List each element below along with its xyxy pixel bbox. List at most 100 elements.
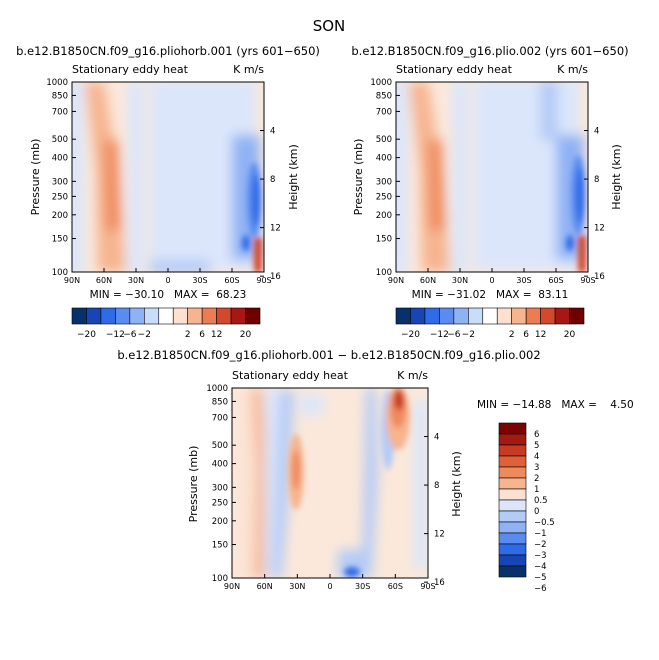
- colorbar-label: 4: [534, 452, 539, 462]
- colorbar-label: 2: [185, 330, 191, 340]
- y-tick-label: 400: [212, 460, 228, 470]
- panel-left-subtitle: Stationary eddy heat: [72, 63, 189, 76]
- colorbar-label: 1: [534, 485, 539, 495]
- panel-right-ylabel: Pressure (mb): [352, 139, 365, 216]
- colorbar-swatch: [498, 499, 527, 512]
- colorbar-swatch: [498, 521, 527, 534]
- colorbar-swatch: [439, 307, 455, 325]
- y-tick-label: 850: [52, 91, 68, 101]
- colorbar-label: −4: [534, 562, 547, 572]
- colorbar-swatch: [230, 307, 246, 325]
- y-tick-label: 150: [212, 541, 228, 551]
- panel-left-ylabel: Pressure (mb): [29, 139, 42, 216]
- y-tick-label: 100: [376, 268, 392, 278]
- y-tick-label: 1000: [370, 78, 392, 88]
- x-tick-label: 30N: [289, 582, 305, 591]
- panel-left-axes: 90N 60N 30N 0 30S 60S 90S 100 150 200 250 300 400 500…: [46, 78, 280, 285]
- colorbar-swatch: [496, 307, 512, 325]
- panel-left-field: [72, 82, 264, 272]
- panel-right-units: K m/s: [557, 63, 588, 76]
- y-tick-label: 400: [376, 154, 392, 164]
- colorbar-swatch: [554, 307, 570, 325]
- colorbar-label: −20: [77, 330, 96, 340]
- x-tick-label: 30S: [355, 582, 370, 591]
- colorbar-label: 12: [535, 330, 546, 340]
- x-tick-label: 30S: [192, 276, 207, 285]
- colorbar-label: −1: [534, 529, 547, 539]
- y-tick-label: 250: [212, 498, 228, 508]
- panel-diff-ylabel-right: Height (km): [450, 451, 463, 517]
- y-tick-label: 700: [52, 107, 68, 117]
- colorbar-label: −3: [534, 551, 547, 561]
- y-tick-label: 850: [376, 91, 392, 101]
- height-tick-label: 12: [270, 224, 281, 234]
- x-tick-label: 30N: [128, 276, 144, 285]
- colorbar-swatch: [453, 307, 469, 325]
- panel-diff: b.e12.B1850CN.f09_g16.pliohorb.001 − b.e…: [117, 348, 633, 591]
- colorbar-swatch: [129, 307, 145, 325]
- colorbar-swatch: [498, 565, 527, 578]
- colorbar-swatch: [187, 307, 203, 325]
- colorbar-label: −6: [534, 584, 547, 594]
- y-tick-label: 100: [212, 574, 228, 584]
- x-tick-label: 30S: [516, 276, 531, 285]
- panel-left-stats: MIN = −30.10 MAX = 68.23: [90, 289, 247, 301]
- colorbar-swatch: [540, 307, 556, 325]
- colorbar-swatch: [71, 307, 87, 325]
- colorbar-swatch: [100, 307, 116, 325]
- height-tick-label: 16: [434, 578, 445, 588]
- height-tick-label: 12: [594, 224, 605, 234]
- colorbar-swatch: [86, 307, 102, 325]
- colorbar-swatch: [424, 307, 440, 325]
- height-tick-label: 16: [270, 272, 281, 282]
- colorbar-swatch: [158, 307, 174, 325]
- colorbar-swatch: [498, 422, 527, 435]
- y-tick-label: 1000: [206, 384, 228, 394]
- panel-left-title: b.e12.B1850CN.f09_g16.pliohorb.001 (yrs …: [16, 44, 320, 58]
- colorbar-label: −0.5: [534, 518, 555, 528]
- x-tick-label: 0: [489, 276, 494, 285]
- colorbar-label: −6: [447, 330, 461, 340]
- panel-diff-field: [232, 388, 428, 578]
- x-tick-label: 30N: [452, 276, 468, 285]
- colorbar-label: 0: [534, 507, 539, 517]
- colorbar-swatch: [216, 307, 232, 325]
- colorbar-swatch: [498, 466, 527, 479]
- colorbar-label: −2: [534, 540, 547, 550]
- colorbar-swatch: [201, 307, 217, 325]
- x-tick-label: 60S: [224, 276, 239, 285]
- colorbar-label: −12: [106, 330, 125, 340]
- colorbar-label: 2: [509, 330, 515, 340]
- colorbar-swatch: [468, 307, 484, 325]
- y-tick-label: 100: [52, 268, 68, 278]
- panel-diff-axes: 90N 60N 30N 0 30S 60S 90S 100 150 200 250 300 400 500…: [206, 384, 444, 591]
- height-tick-label: 4: [594, 127, 599, 137]
- colorbar-label: 0.5: [534, 496, 548, 506]
- colorbar-swatch: [525, 307, 541, 325]
- height-tick-label: 4: [270, 127, 275, 137]
- y-tick-label: 300: [376, 177, 392, 187]
- x-tick-label: 90S: [580, 276, 595, 285]
- panel-right-axes: 90N 60N 30N 0 30S 60S 90S 100 150 200 250 300 400 500…: [370, 78, 604, 285]
- panel-diff-stats: MIN = −14.88 MAX = 4.50: [477, 399, 634, 411]
- colorbar-label: −2: [462, 330, 475, 340]
- colorbar-label: 20: [564, 330, 576, 340]
- panel-right-stats: MIN = −31.02 MAX = 83.11: [412, 289, 569, 301]
- height-tick-label: 16: [594, 272, 605, 282]
- height-tick-label: 4: [434, 433, 439, 443]
- y-tick-label: 1000: [46, 78, 68, 88]
- colorbar-label: −5: [534, 573, 547, 583]
- height-tick-label: 8: [270, 175, 275, 185]
- x-tick-label: 0: [165, 276, 170, 285]
- colorbar-swatch: [569, 307, 585, 325]
- x-tick-label: 60N: [257, 582, 273, 591]
- y-tick-label: 200: [376, 211, 392, 221]
- panel-diff-ylabel: Pressure (mb): [187, 446, 200, 523]
- colorbar-label: −6: [123, 330, 137, 340]
- colorbar-swatch: [482, 307, 498, 325]
- colorbar-label: −20: [401, 330, 420, 340]
- colorbar-swatch: [498, 433, 527, 446]
- colorbar-swatch: [410, 307, 426, 325]
- figure-title: SON: [313, 17, 346, 35]
